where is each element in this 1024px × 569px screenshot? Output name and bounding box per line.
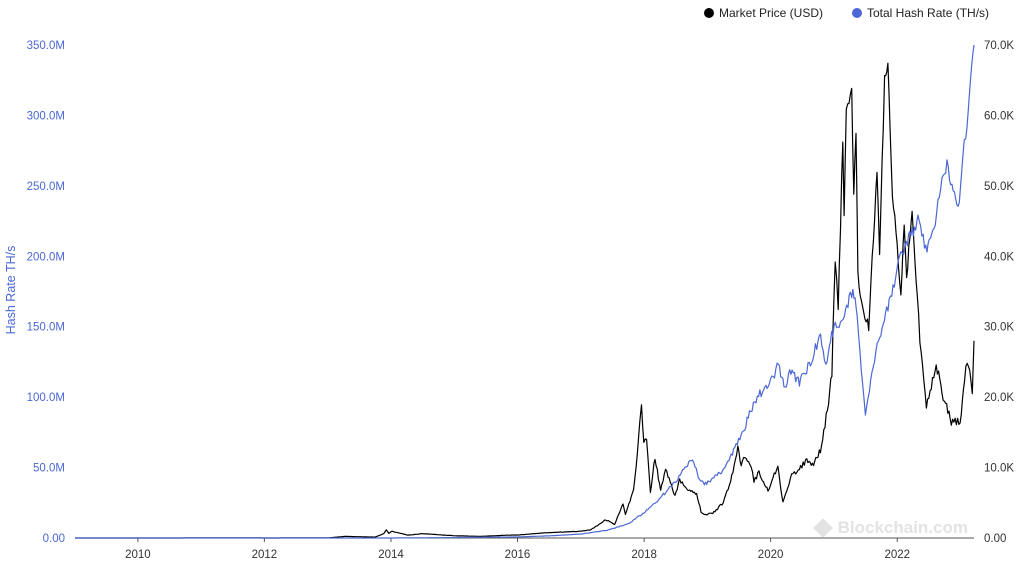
right-axis-ticks: 0.00 10.0K 20.0K 30.0K 40.0K 50.0K 60.0K 70.0K bbox=[984, 40, 1014, 545]
right-tick-label: 0.00 bbox=[984, 533, 1006, 545]
left-axis-ticks: 0.00 50.0M 100.0M 150.0M 200.0M 250.0M 300.0M 3… bbox=[27, 40, 65, 545]
x-tick-label: 2014 bbox=[378, 549, 404, 561]
series-lines bbox=[75, 44, 975, 539]
left-tick-label: 0.00 bbox=[43, 533, 65, 545]
left-axis-label: Hash Rate TH/s bbox=[4, 246, 18, 335]
left-tick-label: 300.0M bbox=[27, 110, 65, 122]
legend-market-price[interactable]: Market Price (USD) bbox=[704, 6, 823, 20]
right-tick-label: 30.0K bbox=[984, 322, 1014, 334]
watermark-text: Blockchain.com bbox=[837, 518, 968, 537]
x-axis-ticks: 2010 2012 2014 2016 2018 2020 2022 bbox=[125, 538, 910, 561]
right-tick-label: 70.0K bbox=[984, 40, 1014, 52]
x-tick-label: 2018 bbox=[631, 549, 657, 561]
legend-hash-rate-swatch bbox=[852, 8, 862, 18]
left-tick-label: 150.0M bbox=[27, 322, 65, 334]
x-tick-label: 2016 bbox=[505, 549, 531, 561]
right-tick-label: 10.0K bbox=[984, 463, 1014, 475]
hash-rate-line bbox=[75, 44, 975, 539]
x-tick-label: 2010 bbox=[125, 549, 151, 561]
watermark: Blockchain.com bbox=[812, 518, 968, 538]
x-tick-label: 2020 bbox=[758, 549, 784, 561]
legend-market-price-label: Market Price (USD) bbox=[719, 6, 824, 20]
blockchain-logo-icon bbox=[812, 518, 833, 538]
right-tick-label: 40.0K bbox=[984, 251, 1014, 263]
left-tick-label: 250.0M bbox=[27, 181, 65, 193]
right-tick-label: 60.0K bbox=[984, 110, 1014, 122]
left-tick-label: 350.0M bbox=[27, 40, 65, 52]
right-tick-label: 20.0K bbox=[984, 392, 1014, 404]
left-tick-label: 200.0M bbox=[27, 251, 65, 263]
market-price-line bbox=[75, 62, 975, 539]
legend-hash-rate[interactable]: Total Hash Rate (TH/s) bbox=[852, 6, 989, 20]
left-tick-label: 50.0M bbox=[33, 463, 65, 475]
x-tick-label: 2012 bbox=[252, 549, 278, 561]
right-tick-label: 50.0K bbox=[984, 181, 1014, 193]
legend-hash-rate-label: Total Hash Rate (TH/s) bbox=[867, 6, 990, 20]
x-tick-label: 2022 bbox=[884, 549, 910, 561]
legend-market-price-swatch bbox=[704, 8, 714, 18]
left-tick-label: 100.0M bbox=[27, 392, 65, 404]
